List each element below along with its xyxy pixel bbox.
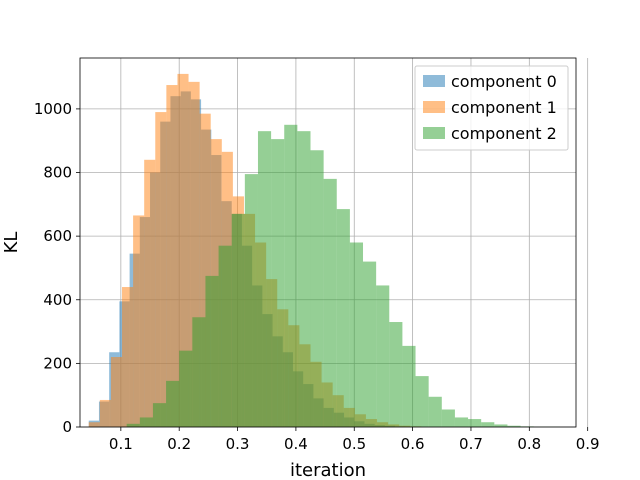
x-tick-label: 0.5 (342, 435, 366, 453)
legend: component 0 component 1 component 2 (414, 65, 569, 151)
x-tick-label: 0.2 (167, 435, 191, 453)
histogram-bar (192, 317, 206, 427)
y-tick-label: 0 (62, 418, 72, 436)
histogram-bar (271, 139, 285, 427)
histogram-bar (218, 245, 232, 427)
histogram-bar (99, 399, 111, 427)
histogram-bar (110, 357, 123, 427)
legend-swatch (423, 75, 445, 87)
histogram-bar (507, 425, 521, 427)
x-tick-label: 0.3 (226, 435, 250, 453)
histogram-bar (126, 423, 140, 427)
histogram-bar (441, 409, 455, 427)
histogram-bar (297, 131, 311, 427)
histogram-bar (188, 81, 200, 427)
histogram-bar (179, 350, 193, 427)
x-tick-label: 0.9 (576, 435, 600, 453)
histogram-bar (363, 261, 377, 427)
y-tick-label: 600 (43, 227, 72, 245)
y-tick-label: 200 (43, 354, 72, 372)
histogram-bar (428, 396, 442, 427)
histogram-bar (139, 417, 153, 427)
histogram-bar (454, 417, 469, 427)
histogram-bar (284, 124, 298, 427)
histogram-bars (88, 73, 560, 428)
histogram-bar (155, 112, 167, 428)
histogram-bar (205, 275, 219, 427)
histogram-bar (88, 422, 100, 427)
histogram-bar (415, 376, 429, 427)
legend-box (414, 65, 569, 151)
legend-swatch (423, 101, 445, 113)
histogram-bar (244, 174, 258, 427)
histogram-bar (199, 113, 211, 428)
x-tick-label: 0.6 (401, 435, 425, 453)
x-tick-label: 0.4 (284, 435, 308, 453)
legend-label: component 0 (451, 72, 557, 91)
legend-label: component 1 (451, 98, 557, 117)
histogram-bar (323, 178, 337, 427)
histogram-bar (144, 159, 156, 428)
x-axis-label: iteration (290, 460, 366, 480)
histogram-bar (494, 424, 508, 427)
y-tick-label: 800 (43, 164, 72, 182)
histogram-bar (133, 215, 145, 427)
plot-frame (79, 57, 577, 428)
histogram-bar (310, 150, 324, 427)
histogram-bar (166, 380, 180, 427)
legend-swatch (423, 127, 445, 139)
histogram-bar (336, 209, 350, 427)
histogram-bar (468, 419, 482, 427)
y-tick-label: 1000 (34, 100, 72, 118)
histogram-bar (349, 242, 364, 427)
histogram-bar (231, 213, 245, 427)
x-tick-label: 0.8 (517, 435, 541, 453)
histogram-bar (402, 345, 416, 427)
y-axis-label: KL (1, 232, 22, 254)
axis-ticks: 0.1 0.2 0.3 0.4 0.5 0.6 0.7 0.8 0.9 0 200 400 600 800… (34, 100, 600, 453)
histogram-bar (152, 403, 167, 427)
x-tick-label: 0.1 (109, 435, 133, 453)
histogram-bar (166, 85, 178, 428)
histogram-bar (389, 322, 403, 427)
histogram-bar (122, 287, 134, 427)
histogram-bar (376, 285, 390, 427)
y-tick-label: 400 (43, 291, 72, 309)
series-2-bars (126, 124, 560, 427)
histogram-bar (177, 73, 189, 427)
histogram-bar (481, 422, 495, 427)
x-tick-label: 0.7 (459, 435, 483, 453)
legend-label: component 2 (451, 124, 557, 143)
histogram-bar (257, 131, 272, 427)
